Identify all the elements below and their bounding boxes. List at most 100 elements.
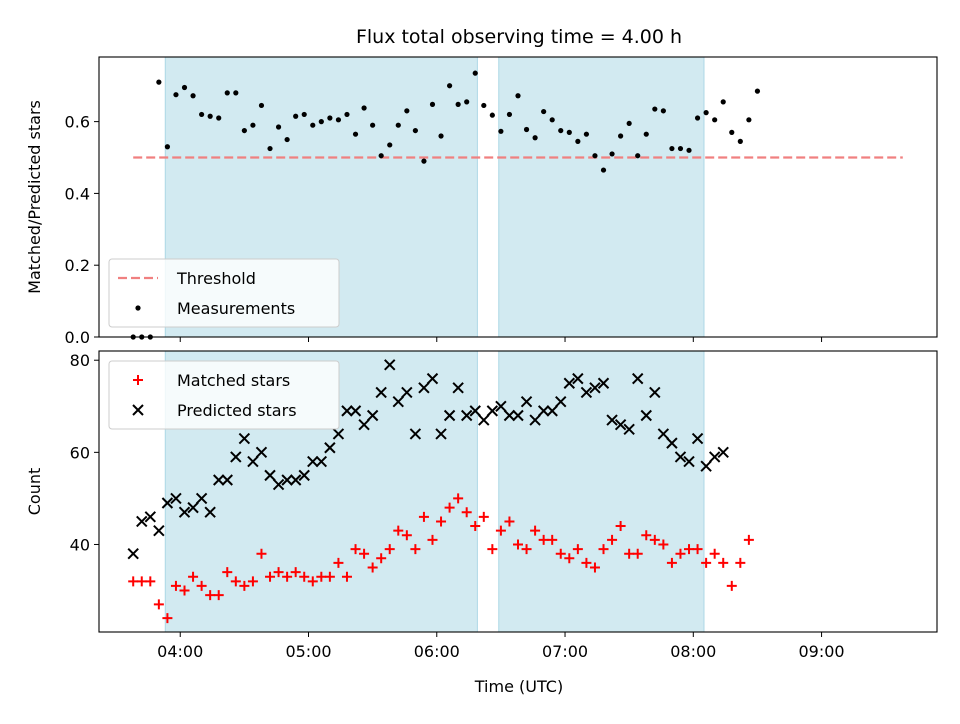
data-point — [720, 99, 726, 105]
predicted-point — [469, 405, 481, 417]
data-point — [660, 108, 666, 114]
predicted-point — [161, 497, 174, 509]
chart-title: Flux total observing time = 4.00 h — [356, 26, 682, 48]
matched-point — [188, 571, 199, 582]
data-point — [293, 113, 299, 119]
predicted-point — [426, 372, 439, 385]
matched-point — [299, 571, 310, 582]
matched-point — [513, 539, 523, 550]
matched-point — [247, 576, 258, 587]
matched-point — [170, 580, 181, 591]
predicted-point — [144, 511, 157, 523]
matched-point — [367, 562, 378, 573]
predicted-point — [384, 359, 396, 371]
data-point — [310, 122, 316, 128]
matched-point — [324, 571, 335, 582]
matched-point — [205, 590, 216, 601]
matched-point — [239, 580, 250, 591]
matched-point — [666, 557, 677, 568]
predicted-point — [153, 524, 165, 537]
matched-point — [376, 553, 387, 564]
y-tick-label: 0.2 — [65, 256, 90, 275]
predicted-point — [691, 432, 704, 445]
predicted-point — [546, 405, 558, 417]
predicted-point — [563, 377, 576, 389]
predicted-point — [307, 455, 319, 468]
legend-box — [108, 360, 340, 430]
predicted-point — [272, 478, 285, 491]
predicted-point — [418, 382, 430, 394]
matched-point — [444, 502, 455, 513]
matched-point — [436, 516, 447, 527]
matched-point — [341, 571, 352, 582]
predicted-point — [204, 506, 216, 518]
data-point — [712, 117, 718, 123]
data-point — [583, 131, 590, 137]
shaded-interval — [498, 56, 705, 338]
panel-1: 0.0 0.2 0.4 0.6 Matched/Predicted stars Thres… — [25, 56, 938, 347]
predicted-point — [238, 432, 251, 445]
data-point — [258, 102, 265, 109]
matched-point — [401, 530, 412, 541]
data-point — [267, 145, 273, 152]
predicted-point — [537, 405, 550, 417]
matched-point — [649, 534, 660, 545]
predicted-point — [289, 474, 302, 486]
data-point — [515, 93, 521, 99]
matched-point — [589, 562, 600, 573]
data-point — [181, 84, 188, 91]
matched-point — [641, 530, 652, 541]
matched-point — [153, 599, 164, 610]
predicted-point — [127, 547, 139, 560]
predicted-point — [341, 405, 353, 417]
y-tick-label: 40 — [70, 535, 90, 554]
matched-point — [384, 544, 395, 555]
data-point — [643, 131, 649, 137]
matched-point — [350, 544, 361, 555]
matched-point — [418, 511, 429, 522]
data-point — [156, 79, 162, 85]
data-point — [173, 92, 179, 98]
predicted-point — [503, 409, 516, 422]
matched-point — [564, 553, 575, 564]
data-point — [412, 127, 418, 134]
legend: Threshold Measurements — [108, 258, 340, 328]
data-point — [498, 128, 504, 134]
matched-point — [179, 585, 190, 596]
matched-point — [701, 557, 712, 568]
data-point — [703, 110, 709, 116]
shaded-interval — [498, 350, 705, 633]
predicted-point — [572, 372, 584, 385]
matched-point — [316, 571, 327, 582]
matched-point — [692, 544, 703, 555]
matched-point — [282, 571, 293, 582]
axes-frame — [98, 56, 938, 338]
predicted-point — [649, 386, 661, 399]
matched-point — [530, 525, 541, 536]
matched-point — [581, 557, 592, 568]
matched-point — [598, 544, 609, 555]
data-point — [199, 111, 205, 118]
data-point — [387, 142, 393, 148]
data-point — [284, 136, 290, 143]
data-point — [404, 108, 410, 114]
predicted-point — [255, 446, 268, 459]
predicted-point — [657, 428, 670, 440]
legend-marker-swatch — [135, 305, 141, 311]
axes-frame — [98, 350, 938, 633]
data-point — [361, 105, 367, 111]
y-axis-label: Count — [25, 468, 44, 516]
x-tick-label: 04:00 — [157, 642, 203, 661]
data-point — [566, 129, 572, 135]
legend-label: Matched stars — [177, 371, 290, 390]
matched-point — [213, 590, 224, 601]
data-point — [677, 145, 684, 152]
data-point — [549, 117, 555, 123]
data-point — [541, 108, 547, 115]
matched-point — [128, 576, 139, 587]
matched-point — [504, 516, 515, 527]
data-point — [652, 106, 658, 112]
predicted-point — [717, 446, 729, 459]
y-tick-label: 80 — [70, 351, 90, 370]
x-tick-label: 08:00 — [670, 642, 716, 661]
